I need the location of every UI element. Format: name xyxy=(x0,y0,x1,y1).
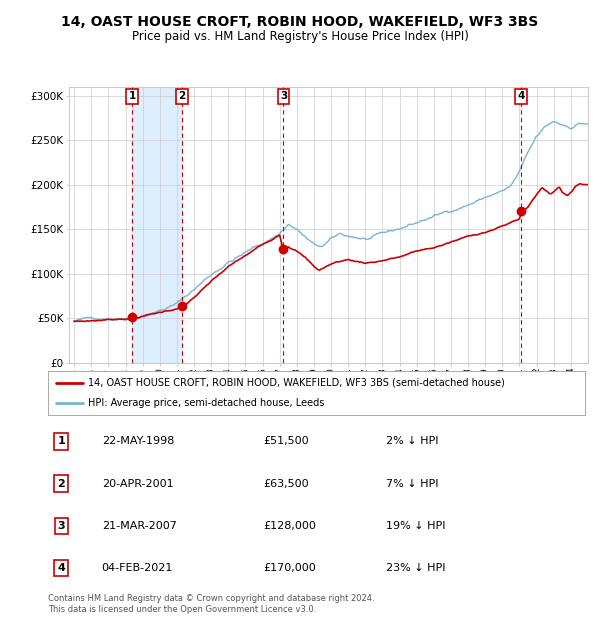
Text: 2: 2 xyxy=(58,479,65,489)
Text: 04-FEB-2021: 04-FEB-2021 xyxy=(102,563,173,573)
Text: Contains HM Land Registry data © Crown copyright and database right 2024.: Contains HM Land Registry data © Crown c… xyxy=(48,593,374,603)
Text: £170,000: £170,000 xyxy=(263,563,316,573)
Text: 1: 1 xyxy=(128,91,136,101)
Text: 3: 3 xyxy=(280,91,287,101)
Text: 2% ↓ HPI: 2% ↓ HPI xyxy=(386,436,439,446)
Text: 14, OAST HOUSE CROFT, ROBIN HOOD, WAKEFIELD, WF3 3BS: 14, OAST HOUSE CROFT, ROBIN HOOD, WAKEFI… xyxy=(61,16,539,30)
Text: 20-APR-2001: 20-APR-2001 xyxy=(102,479,173,489)
Text: 3: 3 xyxy=(58,521,65,531)
Text: 23% ↓ HPI: 23% ↓ HPI xyxy=(386,563,446,573)
Text: 4: 4 xyxy=(58,563,65,573)
Bar xyxy=(132,87,182,363)
Text: 7% ↓ HPI: 7% ↓ HPI xyxy=(386,479,439,489)
Text: 4: 4 xyxy=(517,91,525,101)
Text: 14, OAST HOUSE CROFT, ROBIN HOOD, WAKEFIELD, WF3 3BS (semi-detached house): 14, OAST HOUSE CROFT, ROBIN HOOD, WAKEFI… xyxy=(88,378,505,388)
Text: 2: 2 xyxy=(178,91,185,101)
Text: 1: 1 xyxy=(58,436,65,446)
Text: HPI: Average price, semi-detached house, Leeds: HPI: Average price, semi-detached house,… xyxy=(88,398,325,409)
Text: £51,500: £51,500 xyxy=(263,436,308,446)
Text: 19% ↓ HPI: 19% ↓ HPI xyxy=(386,521,446,531)
Text: This data is licensed under the Open Government Licence v3.0.: This data is licensed under the Open Gov… xyxy=(48,604,316,614)
Text: 22-MAY-1998: 22-MAY-1998 xyxy=(102,436,174,446)
Text: Price paid vs. HM Land Registry's House Price Index (HPI): Price paid vs. HM Land Registry's House … xyxy=(131,30,469,43)
Text: 21-MAR-2007: 21-MAR-2007 xyxy=(102,521,176,531)
Text: £128,000: £128,000 xyxy=(263,521,316,531)
Text: £63,500: £63,500 xyxy=(263,479,308,489)
